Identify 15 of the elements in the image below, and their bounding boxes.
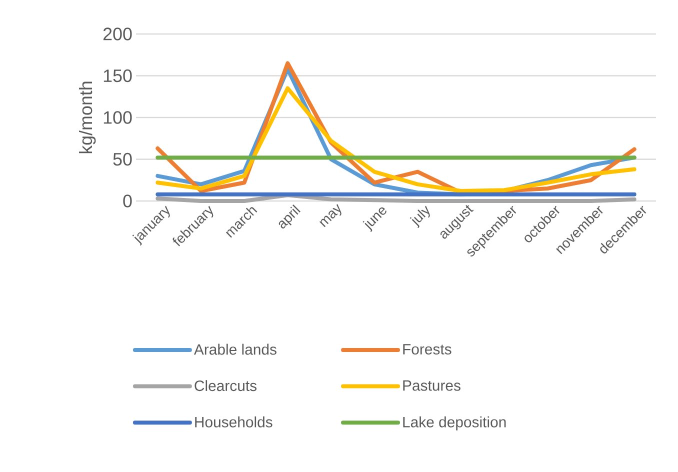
y-tick-label: 50 bbox=[113, 152, 132, 166]
legend-label: Clearcuts bbox=[194, 380, 257, 392]
y-tick-label: 0 bbox=[123, 194, 132, 208]
legend-label: Lake deposition bbox=[403, 416, 506, 430]
legend-label: Households bbox=[195, 416, 272, 428]
legend-label: Arable lands bbox=[194, 344, 276, 355]
y-tick-label: 200 bbox=[103, 28, 132, 40]
y-axis-title: kg/month bbox=[79, 82, 96, 154]
legend-label: Forests bbox=[403, 344, 452, 354]
x-tick-label: july bbox=[410, 206, 430, 228]
legend-label: Pastures bbox=[403, 380, 460, 391]
y-tick-label: 100 bbox=[104, 111, 132, 124]
y-tick-label: 150 bbox=[104, 69, 132, 82]
x-tick-label: may bbox=[319, 204, 342, 228]
line-series bbox=[156, 86, 636, 193]
